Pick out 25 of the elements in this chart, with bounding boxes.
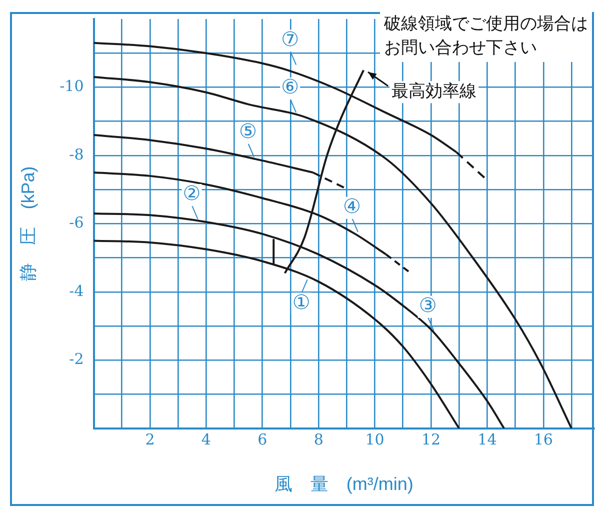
annotation: お問い合わせ下さい xyxy=(384,37,538,60)
x-tick-label: 12 xyxy=(421,430,441,448)
x-tick-label: 2 xyxy=(145,430,155,448)
annotation: ③ xyxy=(418,293,437,318)
x-tick-label: 16 xyxy=(534,430,553,448)
annotation: ① xyxy=(292,290,310,314)
x-axis-title: 風 量 (m³/min) xyxy=(274,474,414,494)
x-tick-label: 6 xyxy=(258,430,268,448)
x-tick-label: 8 xyxy=(314,430,324,448)
y-axis-title: 静 圧 (kPa) xyxy=(18,166,38,282)
annotation: 破線領域でご使用の場合は xyxy=(384,13,588,36)
y-tick-label: -8 xyxy=(69,145,84,164)
y-tick-label: -6 xyxy=(69,214,84,232)
y-tick-label: -4 xyxy=(69,282,84,300)
x-tick-label: 14 xyxy=(478,430,497,448)
annotation: ⑤ xyxy=(238,119,257,144)
annotation: ⑥ xyxy=(281,74,300,99)
x-tick-label: 4 xyxy=(201,430,211,448)
y-tick-label: -10 xyxy=(60,77,84,96)
annotation: 最高効率線 xyxy=(392,82,477,102)
y-tick-label: -2 xyxy=(69,350,84,368)
x-tick-label: 10 xyxy=(365,430,384,448)
annotation: ② xyxy=(182,181,201,206)
annotation: ④ xyxy=(342,194,361,218)
annotation: ⑦ xyxy=(281,26,300,51)
